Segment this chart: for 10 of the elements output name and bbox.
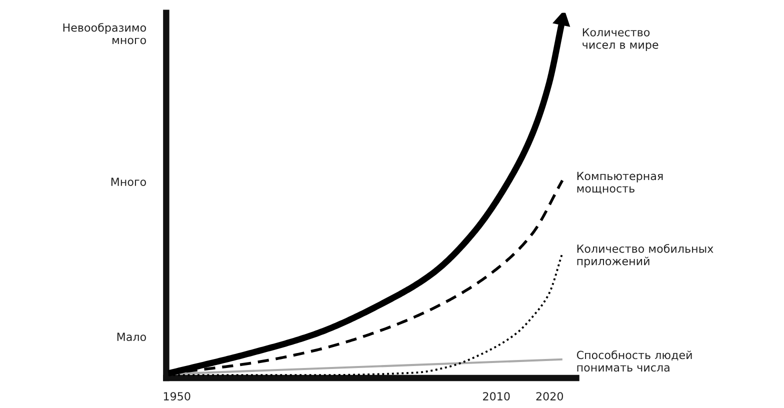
series-label: Количество чисел в мире (582, 28, 658, 52)
x-tick-label: 2020 (536, 392, 564, 400)
x-tick-label: 2010 (483, 392, 510, 400)
x-tick-label: 1950 (164, 392, 190, 400)
series-label: Компьютерная мощность (577, 172, 663, 194)
series-label: Способность людей понимать числа (576, 350, 692, 372)
text: Много (111, 178, 146, 186)
series-label: Количество мобильных приложений (577, 244, 714, 268)
text: Мало (117, 332, 146, 342)
text: Невообразимо много (63, 22, 146, 44)
